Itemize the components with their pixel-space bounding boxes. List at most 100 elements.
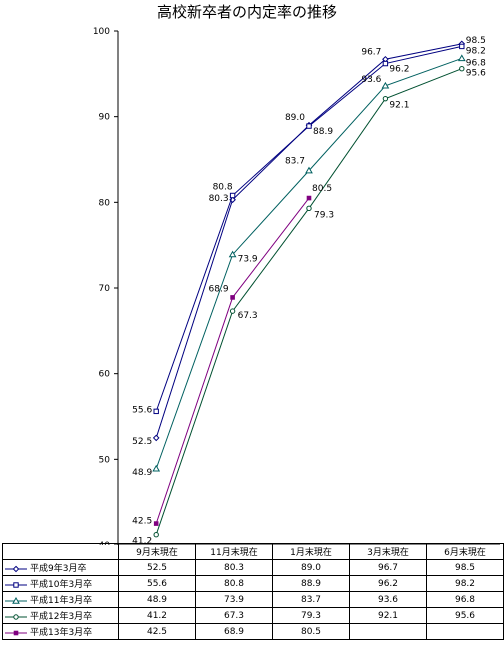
- table-category: 1月末現在: [272, 543, 350, 560]
- series-lines: [152, 40, 466, 538]
- series-line: [155, 45, 462, 412]
- legend-label: 平成11年3月卒: [30, 596, 93, 606]
- table-cell: 93.6: [349, 591, 427, 608]
- y-tick-label: 90: [99, 113, 111, 123]
- data-point: [153, 521, 159, 526]
- data-point: [12, 596, 20, 604]
- data-point: [457, 54, 466, 62]
- series-line: [155, 43, 462, 439]
- y-tick-label: 50: [99, 455, 111, 465]
- data-label: 80.3: [209, 194, 229, 204]
- legend-label: 平成9年3月卒: [30, 564, 87, 574]
- data-table: 9月末現在 11月末現在 1月末現在 3月末現在 6月末現在平成9年3月卒 52.5 80.…: [2, 543, 504, 640]
- data-point: [228, 250, 237, 258]
- series-2: [153, 43, 465, 415]
- data-point: [230, 295, 235, 300]
- data-labels: 52.5 80.3 89.0 96.7 98.5 55.6 80.8 88.9 96.2 98.2…: [132, 36, 486, 545]
- y-tick-label: 80: [99, 198, 111, 208]
- table-cell: 52.5: [118, 559, 196, 576]
- data-label: 88.9: [313, 127, 333, 137]
- data-label: 41.2: [132, 537, 152, 545]
- table-cell: 95.6: [426, 607, 504, 624]
- table-cell: 80.3: [195, 559, 273, 576]
- table-cell: 96.7: [349, 559, 427, 576]
- table-row: 平成11年3月卒 48.9 73.9 83.7 93.6 96.8: [2, 591, 504, 608]
- table-category: 11月末現在: [195, 543, 273, 560]
- legend-swatch: [5, 596, 27, 604]
- table-row: 平成13年3月卒 42.5 68.9 80.5: [2, 623, 504, 640]
- series-line: [155, 68, 462, 535]
- data-point: [13, 581, 19, 588]
- legend-label: 平成12年3月卒: [30, 612, 93, 622]
- data-point: [152, 464, 161, 472]
- data-label: 83.7: [285, 157, 305, 167]
- table-cell: 48.9: [118, 591, 196, 608]
- data-label: 96.7: [361, 47, 381, 57]
- series-5: [153, 195, 312, 526]
- data-point: [459, 65, 465, 72]
- table-cell: 83.7: [272, 591, 350, 608]
- table-cell: 89.0: [272, 559, 350, 576]
- data-label: 55.6: [132, 405, 152, 415]
- y-tick-label: 100: [93, 27, 110, 37]
- legend-label: 平成10年3月卒: [30, 580, 93, 590]
- legend-entry: 平成11年3月卒: [2, 591, 119, 608]
- data-label: 52.5: [132, 437, 152, 447]
- legend-swatch: [5, 565, 27, 572]
- data-point: [382, 60, 389, 67]
- data-label: 80.5: [312, 184, 332, 194]
- table-category: 3月末現在: [349, 543, 427, 560]
- data-point: [13, 613, 19, 620]
- data-point: [306, 195, 312, 201]
- data-point: [229, 192, 236, 199]
- data-point: [12, 565, 20, 572]
- series-line: [155, 197, 310, 524]
- y-tick-label: 70: [99, 284, 111, 294]
- table-cell: 98.2: [426, 575, 504, 592]
- table-category: 6月末現在: [426, 543, 504, 560]
- data-point: [459, 43, 465, 50]
- legend-entry: 平成10年3月卒: [2, 575, 119, 592]
- table-cell: 92.1: [349, 607, 427, 624]
- table-row: 平成10年3月卒 55.6 80.8 88.9 96.2 98.2: [2, 575, 504, 592]
- data-point: [305, 166, 313, 174]
- legend-swatch: [5, 581, 27, 588]
- data-label: 48.9: [132, 468, 152, 478]
- table-cell: 88.9: [272, 575, 350, 592]
- table-row: 平成12年3月卒 41.2 67.3 79.3 92.1 95.6: [2, 607, 504, 624]
- data-label: 67.3: [238, 311, 258, 321]
- data-label: 92.1: [389, 101, 409, 111]
- data-label: 89.0: [285, 113, 305, 123]
- data-point: [153, 408, 159, 415]
- legend-label: 平成13年3月卒: [30, 628, 93, 638]
- series-1: [152, 40, 466, 442]
- y-tick-label: 60: [99, 370, 111, 380]
- data-point: [13, 630, 19, 635]
- data-label: 73.9: [238, 255, 258, 265]
- data-label: 98.2: [466, 46, 486, 56]
- table-cell: 96.2: [349, 575, 427, 592]
- data-label: 79.3: [314, 210, 334, 220]
- y-axis-ticks: 405060708090100: [93, 27, 118, 545]
- table-header-row: 9月末現在 11月末現在 1月末現在 3月末現在 6月末現在: [2, 543, 504, 560]
- legend-swatch: [5, 613, 27, 620]
- line-chart: 高校新卒者の内定率の推移 405060708090100 52.580.389.…: [93, 3, 500, 545]
- table-category: 9月末現在: [118, 543, 196, 560]
- table-cell: [426, 623, 504, 640]
- table-cell: 73.9: [195, 591, 273, 608]
- series-4: [153, 65, 465, 538]
- data-point: [381, 81, 390, 89]
- data-point: [152, 434, 160, 442]
- table-cell: [349, 623, 427, 640]
- table-cell: 80.8: [195, 575, 273, 592]
- data-point: [382, 95, 389, 102]
- table-corner: [2, 543, 119, 560]
- data-point: [229, 308, 236, 314]
- legend-entry: 平成12年3月卒: [2, 607, 119, 624]
- data-label: 68.9: [209, 284, 229, 294]
- series-3: [152, 54, 466, 472]
- table-cell: 68.9: [195, 623, 273, 640]
- legend-entry: 平成13年3月卒: [2, 623, 119, 640]
- data-label: 95.6: [466, 69, 486, 79]
- data-label: 42.5: [132, 517, 152, 527]
